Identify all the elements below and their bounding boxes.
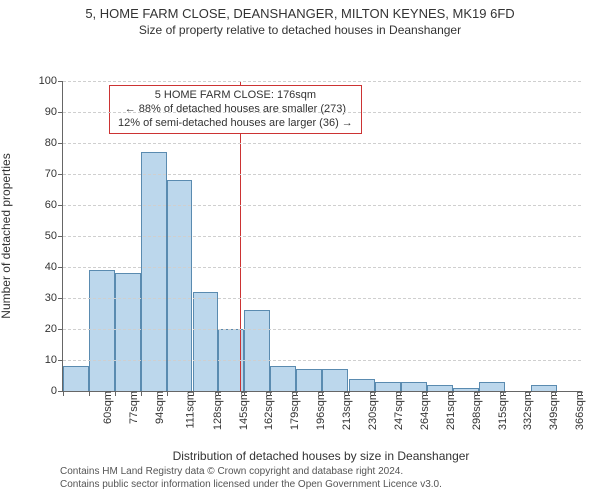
x-tick-mark bbox=[115, 391, 116, 396]
y-tick-label: 0 bbox=[51, 385, 63, 397]
y-tick-label: 90 bbox=[45, 106, 63, 118]
x-tick-mark bbox=[374, 391, 375, 396]
grid-line bbox=[63, 329, 581, 330]
x-tick-mark bbox=[322, 391, 323, 396]
grid-line bbox=[63, 81, 581, 82]
x-tick-mark bbox=[452, 391, 453, 396]
y-axis-label: Number of detached properties bbox=[0, 153, 13, 318]
x-axis-label: Distribution of detached houses by size … bbox=[62, 449, 580, 463]
y-tick-label: 70 bbox=[45, 168, 63, 180]
x-tick-label: 213sqm bbox=[339, 391, 353, 430]
y-tick-label: 100 bbox=[39, 75, 63, 87]
grid-line bbox=[63, 174, 581, 175]
x-tick-mark bbox=[193, 391, 194, 396]
x-tick-mark bbox=[426, 391, 427, 396]
plot-area: 5 HOME FARM CLOSE: 176sqm ← 88% of detac… bbox=[62, 81, 581, 392]
x-tick-label: 145sqm bbox=[236, 391, 250, 430]
x-tick-label: 349sqm bbox=[546, 391, 560, 430]
x-tick-mark bbox=[348, 391, 349, 396]
page-title-line2: Size of property relative to detached ho… bbox=[0, 23, 600, 37]
histogram-bar bbox=[322, 369, 348, 391]
histogram-bar bbox=[479, 382, 505, 391]
histogram-bar bbox=[270, 366, 296, 391]
grid-line bbox=[63, 236, 581, 237]
y-tick-label: 10 bbox=[45, 354, 63, 366]
histogram-bar bbox=[89, 270, 115, 391]
x-tick-label: 315sqm bbox=[495, 391, 509, 430]
histogram-bar bbox=[141, 152, 167, 391]
histogram-bar bbox=[349, 379, 375, 391]
x-tick-mark bbox=[503, 391, 504, 396]
x-tick-mark bbox=[270, 391, 271, 396]
x-tick-label: 281sqm bbox=[443, 391, 457, 430]
grid-line bbox=[63, 360, 581, 361]
x-tick-label: 298sqm bbox=[469, 391, 483, 430]
footer-line: Contains public sector information licen… bbox=[60, 479, 442, 492]
grid-line bbox=[63, 298, 581, 299]
x-tick-mark bbox=[89, 391, 90, 396]
x-tick-label: 332sqm bbox=[521, 391, 535, 430]
x-tick-label: 247sqm bbox=[391, 391, 405, 430]
x-tick-mark bbox=[296, 391, 297, 396]
histogram-bar bbox=[193, 292, 219, 391]
histogram-bar bbox=[244, 310, 270, 391]
x-tick-label: 128sqm bbox=[210, 391, 224, 430]
x-tick-label: 179sqm bbox=[287, 391, 301, 430]
x-tick-label: 162sqm bbox=[262, 391, 276, 430]
x-tick-label: 230sqm bbox=[365, 391, 379, 430]
y-tick-label: 30 bbox=[45, 292, 63, 304]
y-tick-label: 40 bbox=[45, 261, 63, 273]
x-tick-mark bbox=[218, 391, 219, 396]
annotation-line: 5 HOME FARM CLOSE: 176sqm bbox=[118, 89, 353, 103]
x-tick-label: 196sqm bbox=[313, 391, 327, 430]
x-tick-label: 94sqm bbox=[152, 391, 166, 424]
x-tick-mark bbox=[63, 391, 64, 396]
histogram-bar bbox=[63, 366, 89, 391]
y-tick-label: 60 bbox=[45, 199, 63, 211]
annotation-line: ← 88% of detached houses are smaller (27… bbox=[118, 103, 353, 117]
x-tick-mark bbox=[477, 391, 478, 396]
x-tick-label: 60sqm bbox=[100, 391, 114, 424]
y-tick-label: 80 bbox=[45, 137, 63, 149]
histogram-bar bbox=[296, 369, 322, 391]
x-tick-mark bbox=[400, 391, 401, 396]
page-title-line1: 5, HOME FARM CLOSE, DEANSHANGER, MILTON … bbox=[0, 6, 600, 21]
grid-line bbox=[63, 143, 581, 144]
x-tick-label: 366sqm bbox=[572, 391, 586, 430]
histogram-bar bbox=[401, 382, 427, 391]
annotation-box: 5 HOME FARM CLOSE: 176sqm ← 88% of detac… bbox=[109, 85, 362, 134]
x-tick-mark bbox=[167, 391, 168, 396]
footer-line: Contains HM Land Registry data © Crown c… bbox=[60, 466, 442, 479]
histogram-bar bbox=[115, 273, 141, 391]
x-tick-label: 77sqm bbox=[126, 391, 140, 424]
x-tick-label: 264sqm bbox=[417, 391, 431, 430]
y-tick-label: 20 bbox=[45, 323, 63, 335]
x-tick-label: 111sqm bbox=[182, 391, 196, 429]
grid-line bbox=[63, 267, 581, 268]
x-tick-mark bbox=[555, 391, 556, 396]
x-tick-mark bbox=[244, 391, 245, 396]
x-tick-mark bbox=[529, 391, 530, 396]
footer: Contains HM Land Registry data © Crown c… bbox=[60, 466, 442, 491]
annotation-line: 12% of semi-detached houses are larger (… bbox=[118, 117, 353, 131]
x-tick-mark bbox=[581, 391, 582, 396]
grid-line bbox=[63, 205, 581, 206]
y-tick-label: 50 bbox=[45, 230, 63, 242]
histogram-bar bbox=[375, 382, 401, 391]
x-tick-mark bbox=[141, 391, 142, 396]
grid-line bbox=[63, 112, 581, 113]
